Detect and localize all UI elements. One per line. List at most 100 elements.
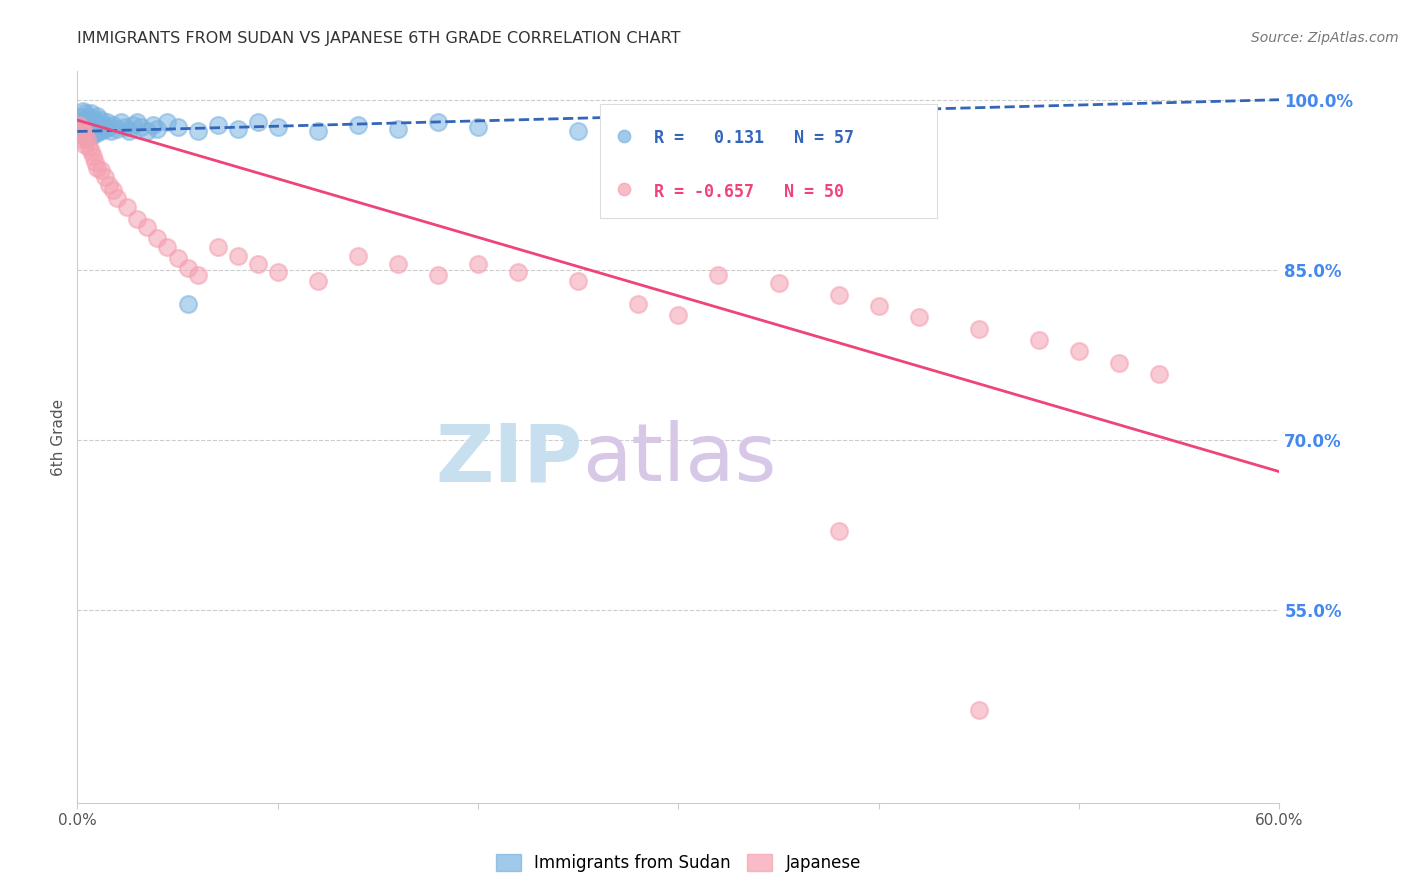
Point [166,120,188,134]
Point [84,127,107,141]
Point [127,115,149,129]
Point [967,703,990,717]
Point [567,124,589,138]
Point [1028,333,1050,347]
Point [80,106,103,120]
Point [79,140,101,154]
Point [80,118,103,132]
Point [90,124,112,138]
Point [668,308,690,322]
Text: Source: ZipAtlas.com: Source: ZipAtlas.com [1251,31,1399,45]
Point [567,274,589,288]
Point [207,118,229,132]
Point [79,113,101,128]
Point [98,120,121,134]
Point [267,120,290,134]
Point [136,124,159,138]
Point [176,260,198,275]
Point [226,122,249,136]
Point [80,144,103,158]
Point [70,121,93,136]
Point [103,183,125,197]
Point [70,132,93,146]
Point [67,118,90,132]
Point [76,110,98,124]
Point [176,297,198,311]
Point [146,231,169,245]
Point [387,257,409,271]
Point [86,161,108,175]
Point [768,277,790,291]
Point [146,122,169,136]
Point [668,118,690,132]
Point [110,115,132,129]
Point [156,115,179,129]
Point [72,115,94,129]
Point [75,106,97,120]
Point [131,120,153,134]
Point [76,132,98,146]
Point [828,287,851,301]
Point [246,115,269,129]
Point [89,124,111,138]
Point [387,122,409,136]
Y-axis label: 6th Grade: 6th Grade [51,399,66,475]
Point [118,124,141,138]
Point [307,274,329,288]
Point [136,219,159,234]
Point [94,122,117,136]
Point [70,121,93,136]
Point [80,128,103,143]
Point [82,122,104,136]
Point [94,169,117,184]
Point [166,252,188,266]
Point [96,115,118,129]
Point [86,109,108,123]
Point [107,191,129,205]
Point [72,124,94,138]
Point [427,268,450,283]
Point [72,103,94,118]
Point [868,299,890,313]
Point [98,178,121,192]
Point [207,240,229,254]
Point [75,118,97,132]
Point [84,155,107,169]
Point [707,268,730,283]
Point [76,121,98,136]
Point [467,257,489,271]
Point [90,113,112,128]
Point [75,138,97,153]
Point [267,265,290,279]
Point [467,120,489,134]
Point [226,249,249,263]
Point [70,110,93,124]
Point [347,118,370,132]
Point [307,124,329,138]
Point [1108,356,1130,370]
Point [508,265,530,279]
Point [82,149,104,163]
Text: atlas: atlas [582,420,776,498]
Point [127,211,149,226]
Point [67,115,90,129]
Point [72,124,94,138]
Point [100,124,122,138]
Point [156,240,179,254]
Point [828,524,851,538]
Point [75,128,97,143]
Point [627,297,650,311]
Point [142,118,165,132]
Point [90,163,112,178]
Point [246,257,269,271]
Point [117,201,139,215]
Text: ZIP: ZIP [434,420,582,498]
Point [103,118,125,132]
Point [82,111,104,125]
Point [79,124,101,138]
Point [84,115,107,129]
Point [107,122,129,136]
Point [1069,344,1091,359]
Text: IMMIGRANTS FROM SUDAN VS JAPANESE 6TH GRADE CORRELATION CHART: IMMIGRANTS FROM SUDAN VS JAPANESE 6TH GR… [77,31,681,46]
Point [93,118,115,132]
